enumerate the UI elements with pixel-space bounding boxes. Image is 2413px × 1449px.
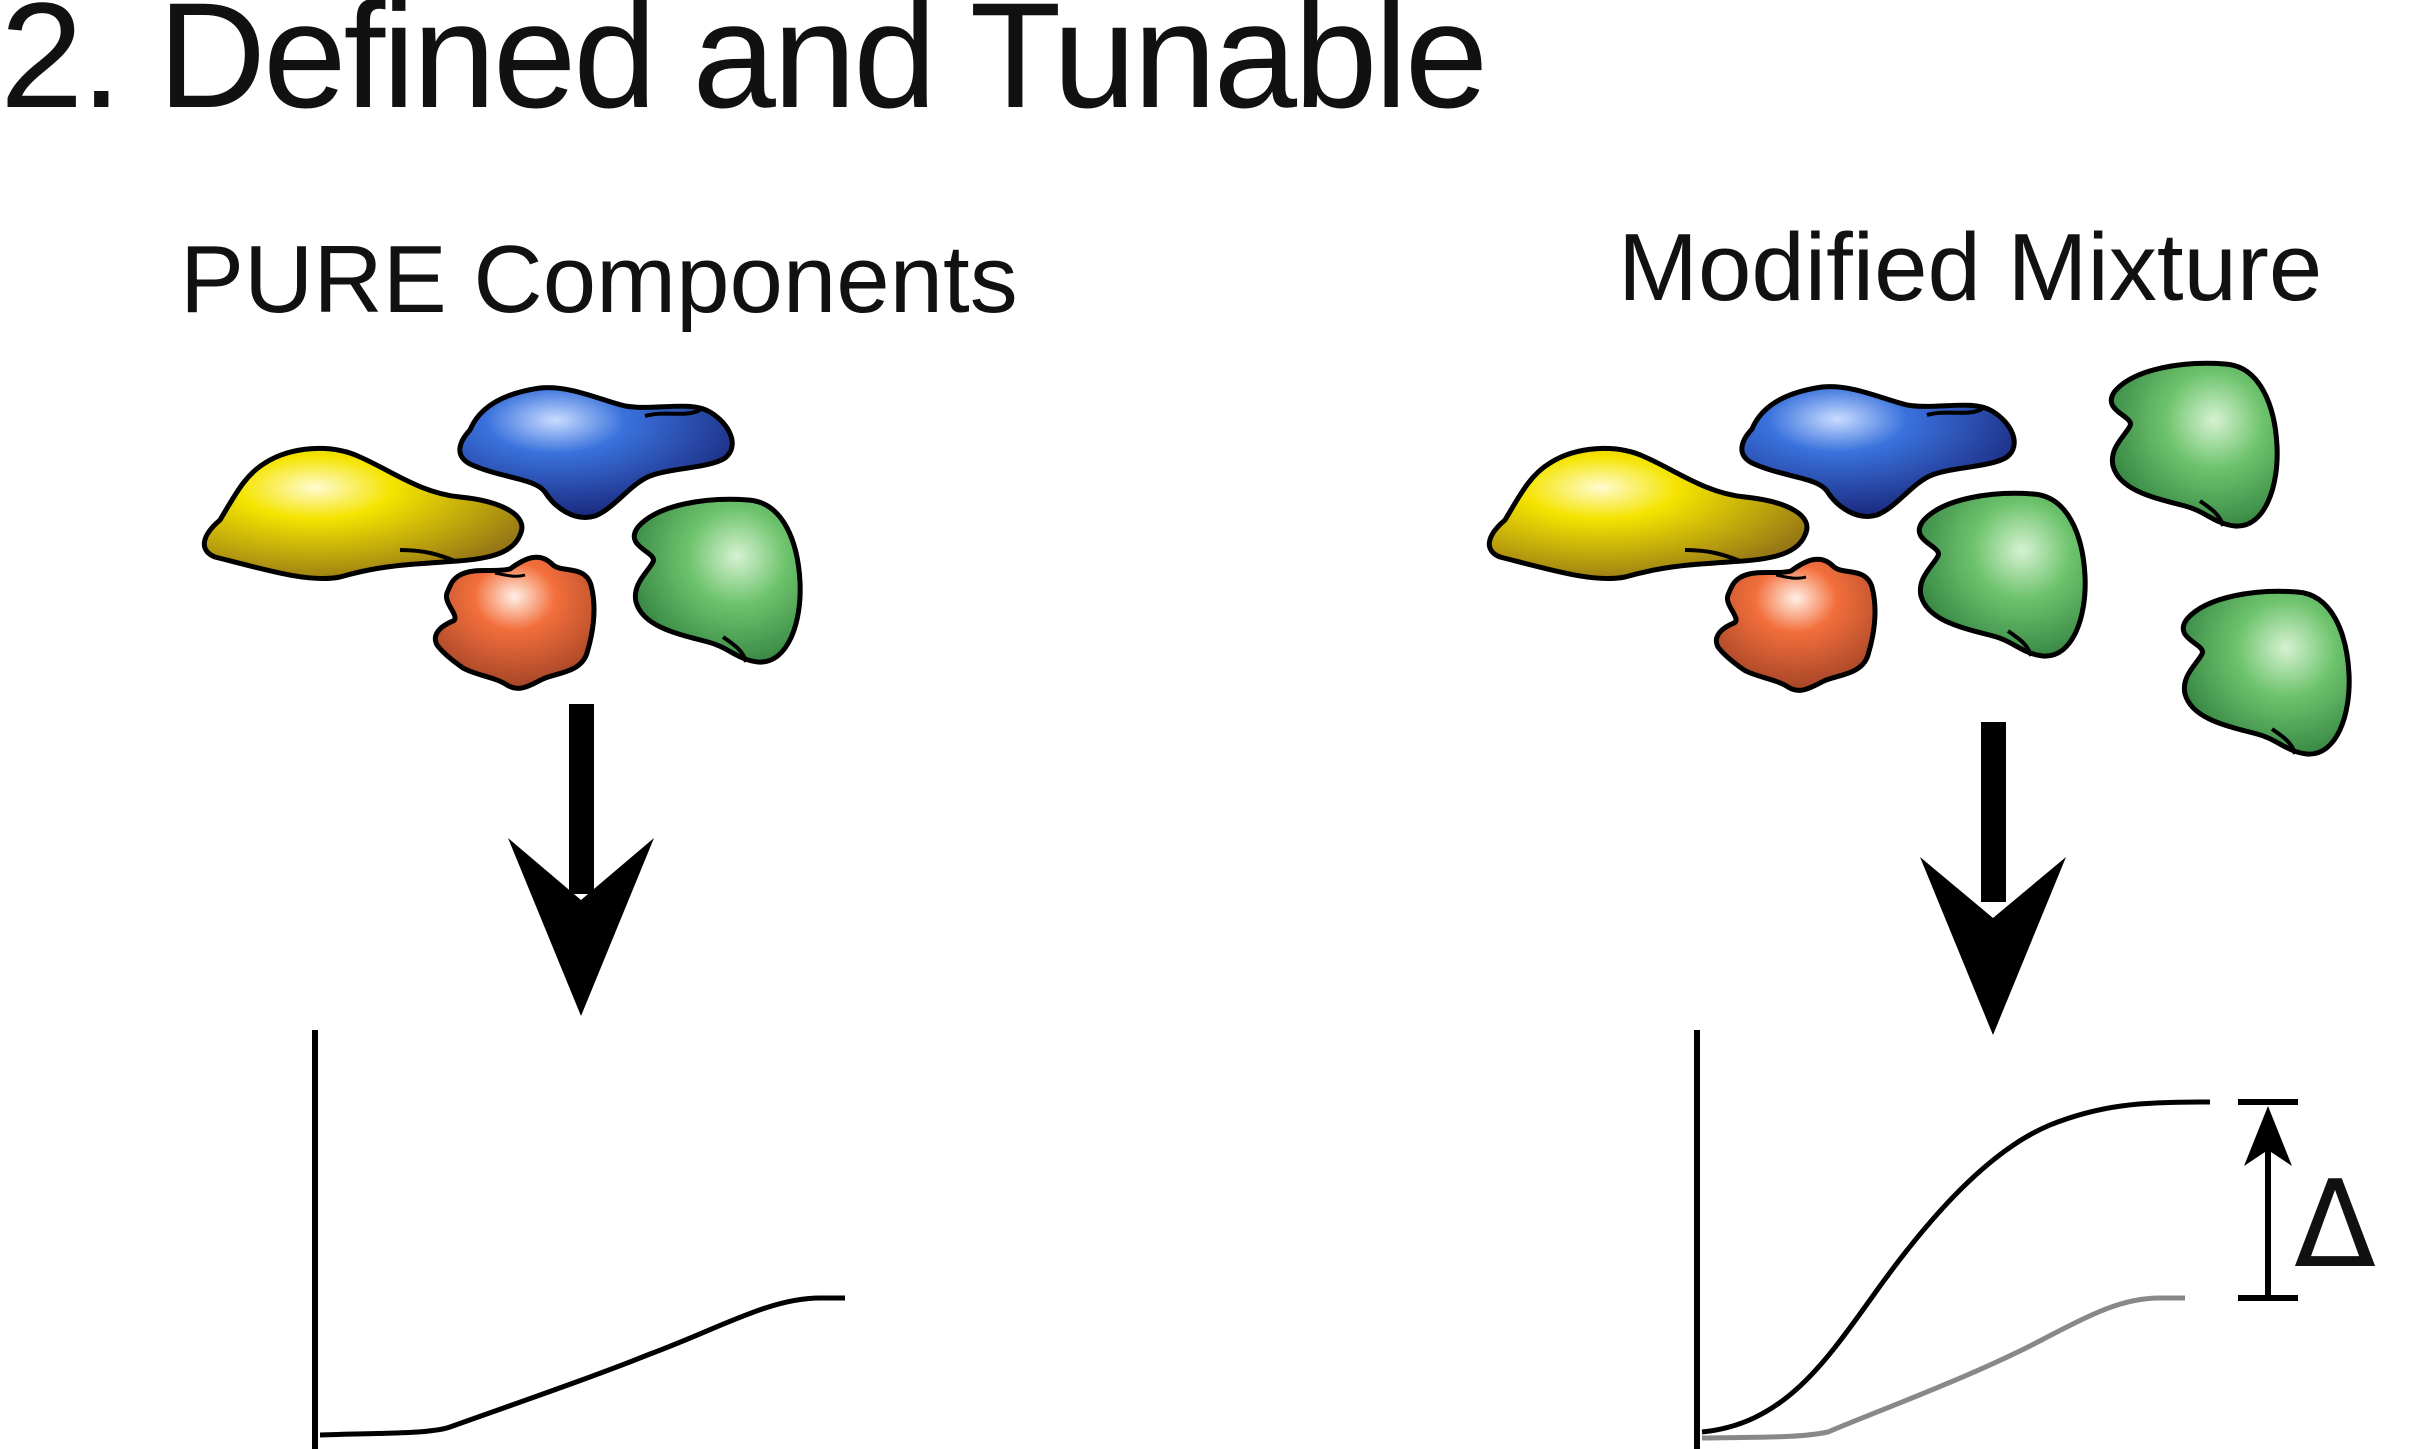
green-protein-icon <box>1919 493 2085 656</box>
blue-protein-icon <box>460 388 732 518</box>
pure-components-label: PURE Components <box>180 226 1018 333</box>
pure-components-group <box>204 388 800 689</box>
modified-mixture-label: Modified Mixture <box>1618 214 2323 321</box>
down-arrow-icon <box>508 704 654 1016</box>
delta-symbol: Δ <box>2294 1156 2377 1295</box>
green-protein-icon <box>634 499 800 662</box>
curve-modified <box>1701 1099 2210 1435</box>
up-arrow-icon <box>2244 1106 2292 1166</box>
curve-baseline <box>1701 1295 2185 1441</box>
plot-right <box>1694 1030 2298 1449</box>
page-title: 2. Defined and Tunable <box>0 0 1488 139</box>
modified-mixture-group <box>1489 363 2349 754</box>
curve-pure <box>319 1295 845 1438</box>
plot-left <box>312 1030 845 1449</box>
delta-marker <box>2238 1099 2298 1301</box>
green-protein-icon <box>2111 363 2277 526</box>
orange-protein-icon <box>1716 559 1875 690</box>
green-protein-icon <box>2183 591 2349 754</box>
down-arrow-icon <box>1920 722 2066 1035</box>
orange-protein-icon <box>435 557 594 688</box>
